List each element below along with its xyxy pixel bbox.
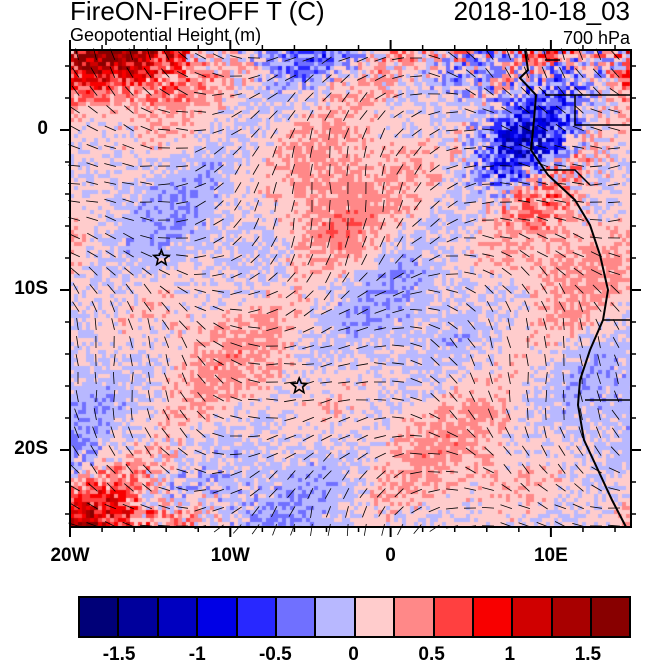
plot-subtitle: Geopotential Height (m)	[70, 25, 262, 45]
star-marker	[151, 247, 172, 267]
colorbar-label: 0.5	[418, 644, 445, 665]
colorbar-box	[158, 598, 199, 636]
colorbar-box	[119, 598, 159, 636]
lat-label: 0	[37, 118, 48, 139]
colorbar-box	[237, 598, 277, 636]
colorbar-label: 1.5	[574, 644, 602, 665]
lon-label: 0	[385, 545, 396, 566]
plot-title: FireON-FireOFF T (C)	[70, 0, 325, 26]
colorbar	[78, 596, 632, 638]
colorbar-label: 1	[504, 644, 516, 665]
colorbar-label: -1.5	[102, 644, 136, 665]
lon-label: 10W	[210, 545, 250, 566]
colorbar-box	[80, 598, 120, 636]
colorbar-box	[513, 598, 553, 636]
colorbar-box	[395, 598, 435, 636]
lon-label: 20W	[50, 545, 90, 566]
colorbar-box	[355, 598, 396, 636]
plot-date: 2018-10-18_03	[453, 0, 630, 26]
pressure-level: 700 hPa	[562, 28, 630, 48]
colorbar-box	[276, 598, 317, 636]
colorbar-box	[552, 598, 593, 636]
coastline	[518, 49, 627, 528]
star-marker	[289, 375, 309, 395]
colorbar-box	[316, 598, 356, 636]
country-borders	[540, 59, 631, 401]
colorbar-box	[473, 598, 514, 636]
colorbar-label: -1	[188, 644, 206, 665]
wind-barbs	[67, 48, 621, 537]
colorbar-box	[592, 598, 630, 636]
colorbar-box	[198, 598, 238, 636]
lat-label: 20S	[14, 438, 48, 459]
colorbar-box	[434, 598, 474, 636]
lon-label: 10E	[533, 545, 568, 566]
colorbar-label: 0	[348, 644, 359, 665]
map-frame	[69, 49, 632, 528]
lat-label: 10S	[14, 278, 48, 299]
colorbar-label: -0.5	[258, 644, 292, 665]
